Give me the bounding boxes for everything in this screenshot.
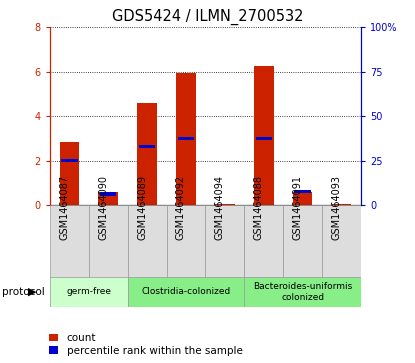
- Bar: [254, 66, 273, 205]
- Text: germ-free: germ-free: [66, 287, 111, 296]
- Bar: [244, 205, 283, 278]
- Text: Bacteroides-uniformis
colonized: Bacteroides-uniformis colonized: [253, 282, 352, 302]
- Text: GSM1464088: GSM1464088: [254, 175, 264, 240]
- Bar: [293, 192, 312, 205]
- Bar: [137, 103, 157, 205]
- Text: GSM1464094: GSM1464094: [215, 175, 225, 240]
- Bar: [176, 73, 196, 205]
- Text: GSM1464092: GSM1464092: [176, 175, 186, 240]
- Bar: [215, 204, 234, 205]
- Bar: [166, 205, 205, 278]
- Bar: [128, 277, 244, 307]
- Bar: [128, 205, 166, 278]
- Bar: [283, 205, 322, 278]
- Text: GSM1464091: GSM1464091: [293, 175, 303, 240]
- Text: GSM1464087: GSM1464087: [59, 175, 69, 240]
- Text: GDS5424 / ILMN_2700532: GDS5424 / ILMN_2700532: [112, 9, 303, 25]
- Bar: [322, 205, 361, 278]
- Text: ▶: ▶: [28, 287, 37, 297]
- Bar: [98, 192, 118, 205]
- Bar: [50, 205, 89, 278]
- Bar: [244, 277, 361, 307]
- Text: GSM1464093: GSM1464093: [332, 175, 342, 240]
- Text: Clostridia-colonized: Clostridia-colonized: [142, 287, 231, 296]
- Bar: [100, 192, 117, 196]
- Bar: [205, 205, 244, 278]
- Text: GSM1464089: GSM1464089: [137, 175, 147, 240]
- Bar: [178, 137, 194, 140]
- Legend: count, percentile rank within the sample: count, percentile rank within the sample: [47, 331, 244, 358]
- Bar: [61, 159, 78, 162]
- Bar: [294, 190, 311, 193]
- Bar: [59, 142, 79, 205]
- Bar: [256, 137, 272, 140]
- Bar: [89, 205, 128, 278]
- Text: protocol: protocol: [2, 287, 45, 297]
- Text: GSM1464090: GSM1464090: [98, 175, 108, 240]
- Bar: [139, 145, 155, 148]
- Bar: [332, 204, 352, 205]
- Bar: [50, 277, 128, 307]
